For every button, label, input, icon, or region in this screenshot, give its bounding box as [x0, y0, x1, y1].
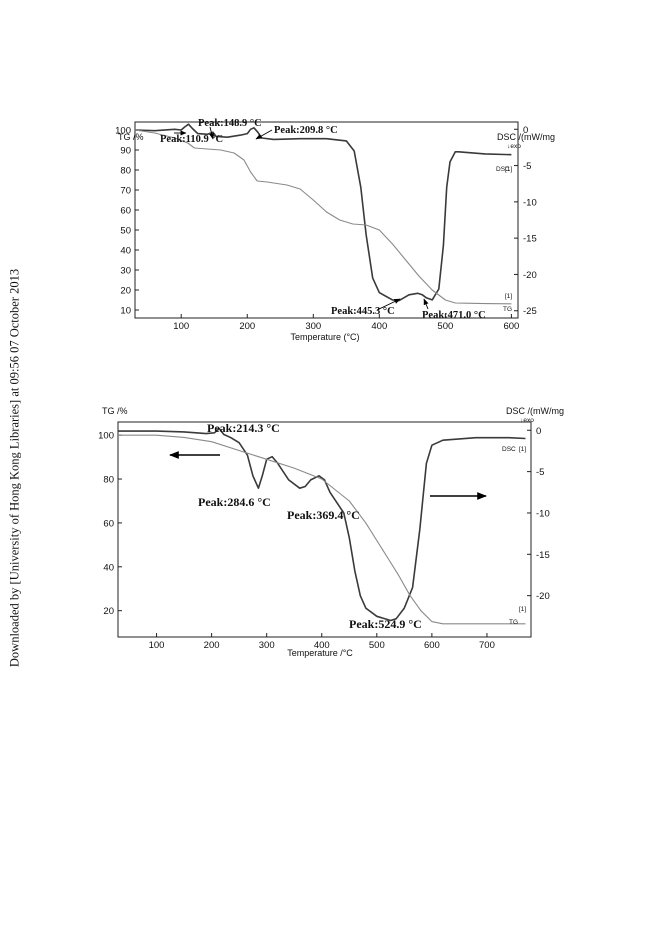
y-right-tick-label: 0 [523, 125, 528, 136]
annotation-arrow [255, 129, 273, 140]
y-right-tick-label: 0 [536, 426, 541, 437]
y-left-axis-label: TG /% [102, 406, 128, 416]
y-left-tick-label: 50 [120, 226, 131, 237]
peak-annotation: Peak:148.9 °C [198, 118, 262, 129]
y-right-axis-label: DSC /(mW/mg [506, 406, 564, 416]
y-left-tick-label: 30 [120, 266, 131, 277]
y-left-tick-label: 40 [103, 562, 114, 573]
peak-annotation: Peak:445.3 °C [331, 306, 395, 317]
y-left-tick-label: 60 [103, 518, 114, 529]
y-right-tick-label: -20 [536, 591, 550, 602]
x-axis-label: Temperature /°C [287, 648, 353, 658]
plot-frame [134, 121, 519, 319]
y-right-tick-label: -5 [536, 467, 544, 478]
series-tag-tg: [1] [519, 606, 526, 613]
y-left-axis-label: TG /% [118, 132, 144, 142]
series-name-tg: TG [503, 306, 512, 313]
y-right-tick-label: -25 [523, 306, 537, 317]
peak-annotation: Peak:471.0 °C [422, 310, 486, 321]
y-left-tick-label: 90 [120, 146, 131, 157]
series-tag-dsc: [1] [519, 446, 526, 453]
y-right-tick-label: -15 [523, 234, 537, 245]
exo-direction-note: ↓exo [520, 417, 534, 424]
series-name-dsc: DSC [502, 446, 516, 453]
series-tag-dsc: [1] [505, 166, 512, 173]
x-tick-label: 100 [173, 321, 189, 332]
exo-direction-note: ↓exo [507, 143, 521, 150]
series-line-tg [134, 129, 512, 305]
annotation-arrow [376, 298, 401, 311]
x-tick-label: 600 [503, 321, 519, 332]
x-tick-label: 400 [371, 321, 387, 332]
y-right-tick-label: -20 [523, 270, 537, 281]
peak-annotation: Peak:110.9 °C [160, 134, 223, 145]
peak-annotation: Peak:369.4 °C [287, 508, 360, 522]
x-tick-label: 600 [424, 640, 440, 651]
y-left-tick-label: 100 [115, 126, 131, 137]
series-name-dsc: DSC [496, 166, 510, 173]
x-tick-label: 500 [369, 640, 385, 651]
series-line-tg [118, 434, 526, 625]
series-line-dsc [134, 123, 512, 302]
y-left-tick-label: 60 [120, 206, 131, 217]
x-axis-label: Temperature (°C) [290, 332, 359, 342]
peak-annotation: Peak:214.3 °C [207, 421, 280, 435]
x-tick-label: 100 [149, 640, 165, 651]
y-left-tick-label: 100 [98, 431, 114, 442]
annotation-arrow [423, 298, 429, 310]
x-tick-label: 500 [437, 321, 453, 332]
x-tick-label: 700 [479, 640, 495, 651]
y-left-tick-label: 40 [120, 246, 131, 257]
chart-2: 100 200 300 400 500 600 700 20 40 60 80 100 0 -5 -10 -1… [98, 406, 564, 658]
series-line-dsc [118, 427, 526, 622]
y-right-tick-label: -10 [523, 197, 537, 208]
y-left-tick-label: 20 [120, 286, 131, 297]
y-left-tick-label: 80 [103, 475, 114, 486]
y-left-tick-label: 80 [120, 166, 131, 177]
x-tick-label: 200 [239, 321, 255, 332]
peak-annotation: Peak:284.6 °C [198, 495, 271, 509]
x-tick-label: 300 [259, 640, 275, 651]
y-left-tick-label: 10 [120, 306, 131, 317]
y-right-tick-label: -10 [536, 508, 550, 519]
peak-annotation: Peak:524.9 °C [349, 617, 422, 631]
series-name-tg: TG [509, 619, 518, 626]
y-left-tick-label: 70 [120, 186, 131, 197]
series-tag-tg: [1] [505, 293, 512, 300]
y-right-tick-label: -5 [523, 161, 531, 172]
peak-annotation: Peak:209.8 °C [274, 125, 338, 136]
x-tick-label: 400 [314, 640, 330, 651]
chart-1: 100 200 300 400 500 600 10 20 30 40 50 60 70 80 90 100 0… [115, 118, 555, 342]
x-tick-label: 200 [204, 640, 220, 651]
y-right-tick-label: -15 [536, 550, 550, 561]
x-tick-label: 300 [305, 321, 321, 332]
plot-frame [117, 421, 532, 638]
y-right-axis-label: DSC /(mW/mg [497, 132, 555, 142]
y-left-tick-label: 20 [103, 606, 114, 617]
annotation-arrow [209, 126, 215, 140]
